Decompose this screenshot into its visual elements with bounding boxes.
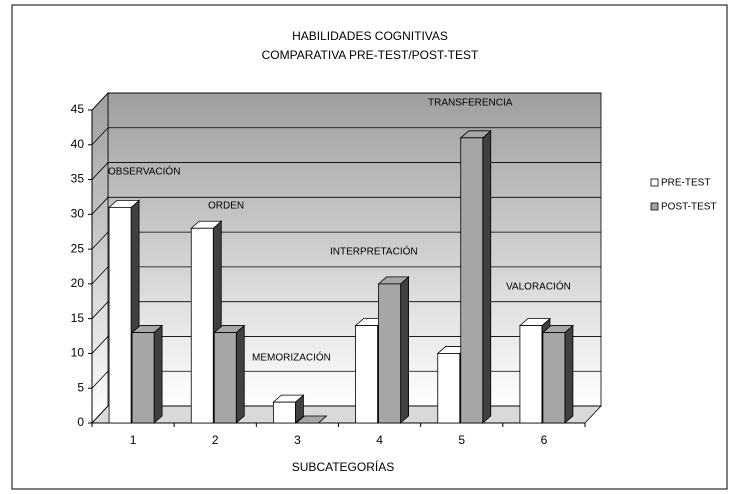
bar-side xyxy=(400,276,409,424)
x-tick-label: 6 xyxy=(541,433,548,447)
chart-title: HABILIDADES COGNITIVAS xyxy=(292,29,448,43)
annotation: VALORACIÓN xyxy=(506,280,571,293)
bar xyxy=(519,325,543,424)
grid-line xyxy=(91,301,601,319)
annotation: ORDEN xyxy=(208,201,244,212)
legend-swatch xyxy=(650,202,659,211)
y-tick-label: 25 xyxy=(71,241,85,255)
y-tick-label: 15 xyxy=(71,311,85,325)
grid-line xyxy=(91,336,601,354)
grid-line xyxy=(91,405,601,424)
grid-line xyxy=(91,266,601,285)
y-tick-label: 30 xyxy=(71,207,85,221)
grid-line xyxy=(91,162,601,180)
bar-side xyxy=(482,129,492,424)
bar xyxy=(460,137,484,424)
bar xyxy=(108,206,132,424)
y-tick-label: 35 xyxy=(71,172,85,186)
y-tick-label: 45 xyxy=(71,102,85,116)
grid-line xyxy=(91,127,601,146)
grid-line xyxy=(91,231,601,250)
bar xyxy=(213,332,237,424)
bar-side xyxy=(564,324,574,424)
bar xyxy=(273,401,296,424)
bar xyxy=(190,227,214,424)
legend-swatch xyxy=(650,178,659,187)
annotation: MEMORIZACIÓN xyxy=(252,351,331,364)
x-axis-label: SUBCATEGORÍAS xyxy=(292,459,394,474)
grid-line xyxy=(91,92,601,111)
annotation: INTERPRETACIÓN xyxy=(330,245,418,258)
y-tick-label: 5 xyxy=(77,380,84,394)
x-tick-label: 1 xyxy=(130,433,137,447)
bar xyxy=(355,325,378,424)
x-tick-label: 5 xyxy=(458,433,465,447)
x-tick-label: 3 xyxy=(294,433,301,447)
bar xyxy=(437,353,461,424)
annotation: OBSERVACIÓN xyxy=(108,165,180,178)
y-tick-label: 20 xyxy=(71,276,85,290)
y-tick-label: 0 xyxy=(77,415,84,429)
y-tick-label: 10 xyxy=(71,346,85,360)
x-tick-label: 2 xyxy=(212,433,219,447)
annotation: TRANSFERENCIA xyxy=(428,98,513,109)
grid-line xyxy=(91,196,601,215)
bar xyxy=(378,283,401,424)
x-tick-label: 4 xyxy=(376,433,383,447)
y-tick-label: 40 xyxy=(71,137,85,151)
bar-side xyxy=(153,324,163,424)
legend-label: PRE-TEST xyxy=(661,178,710,189)
legend-label: POST-TEST xyxy=(661,202,717,213)
bar xyxy=(131,332,155,424)
grid-line xyxy=(91,370,601,389)
bar-top xyxy=(295,415,328,424)
bar-side xyxy=(235,324,245,424)
bar xyxy=(542,332,566,424)
chart-subtitle: COMPARATIVA PRE-TEST/POST-TEST xyxy=(262,48,479,62)
